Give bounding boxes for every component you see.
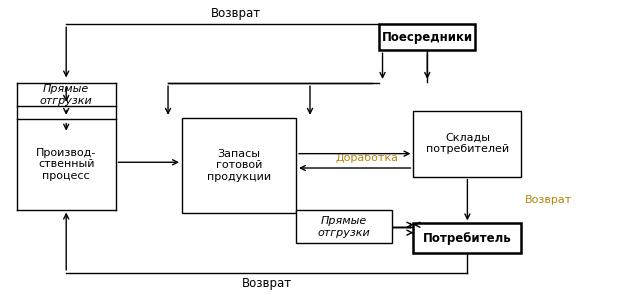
Text: Возврат: Возврат xyxy=(525,195,572,205)
FancyBboxPatch shape xyxy=(379,24,475,50)
Text: Запасы
готовой
продукции: Запасы готовой продукции xyxy=(207,148,271,182)
Text: Возврат: Возврат xyxy=(211,7,261,20)
Text: Прямые
отгрузки: Прямые отгрузки xyxy=(40,84,92,106)
Text: Поесредники: Поесредники xyxy=(382,31,473,44)
FancyBboxPatch shape xyxy=(296,211,392,243)
Text: Потребитель: Потребитель xyxy=(423,232,512,245)
Text: Склады
потребителей: Склады потребителей xyxy=(426,133,509,154)
FancyBboxPatch shape xyxy=(182,118,296,213)
Text: Доработка: Доработка xyxy=(335,153,399,163)
Text: Возврат: Возврат xyxy=(242,277,292,290)
Text: Производ-
ственный
процесс: Производ- ственный процесс xyxy=(36,148,96,181)
Text: Прямые
отгрузки: Прямые отгрузки xyxy=(317,216,370,238)
FancyBboxPatch shape xyxy=(414,223,521,253)
FancyBboxPatch shape xyxy=(414,111,521,177)
